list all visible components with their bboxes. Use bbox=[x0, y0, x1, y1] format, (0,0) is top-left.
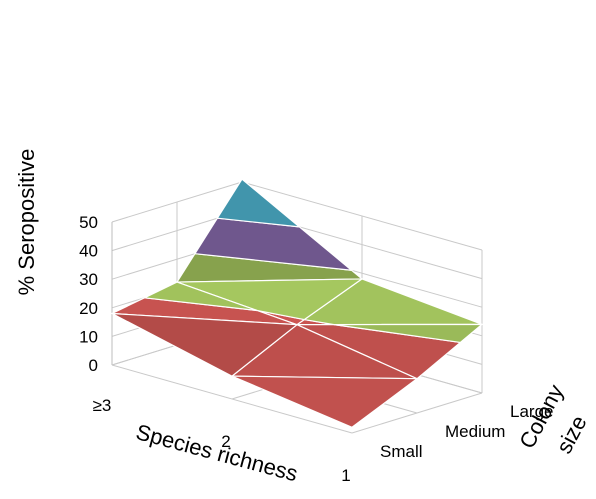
y-tick-label: 40 bbox=[79, 242, 98, 261]
x-tick-label: 1 bbox=[341, 466, 350, 485]
surface bbox=[111, 178, 483, 428]
z-axis-title-line2: size bbox=[551, 411, 591, 457]
y-tick-label: 10 bbox=[79, 327, 98, 346]
z-tick-label: Large bbox=[510, 402, 553, 421]
z-tick-label: Small bbox=[380, 442, 423, 461]
floor-gridline bbox=[351, 392, 483, 434]
surface-facet bbox=[231, 375, 418, 428]
y-tick-label: 20 bbox=[79, 299, 98, 318]
surface-facet bbox=[333, 323, 483, 344]
y-tick-label: 30 bbox=[79, 270, 98, 289]
x-tick-label: ≥3 bbox=[93, 396, 112, 415]
y-tick-label: 0 bbox=[89, 356, 98, 375]
x-tick-label: 2 bbox=[221, 432, 230, 451]
y-axis-title: % Seropositive bbox=[14, 149, 39, 296]
y-tick-label: 50 bbox=[79, 213, 98, 232]
surface-facet bbox=[111, 312, 298, 377]
z-tick-label: Medium bbox=[445, 422, 505, 441]
x-axis-title: Species richness bbox=[133, 419, 300, 486]
surface-facet bbox=[143, 281, 258, 312]
surface-facet bbox=[216, 178, 300, 228]
